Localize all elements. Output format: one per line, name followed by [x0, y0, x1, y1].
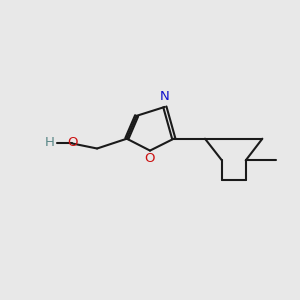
Text: O: O: [67, 136, 77, 149]
Text: O: O: [145, 152, 155, 165]
Text: H: H: [45, 136, 55, 149]
Text: N: N: [160, 90, 170, 103]
